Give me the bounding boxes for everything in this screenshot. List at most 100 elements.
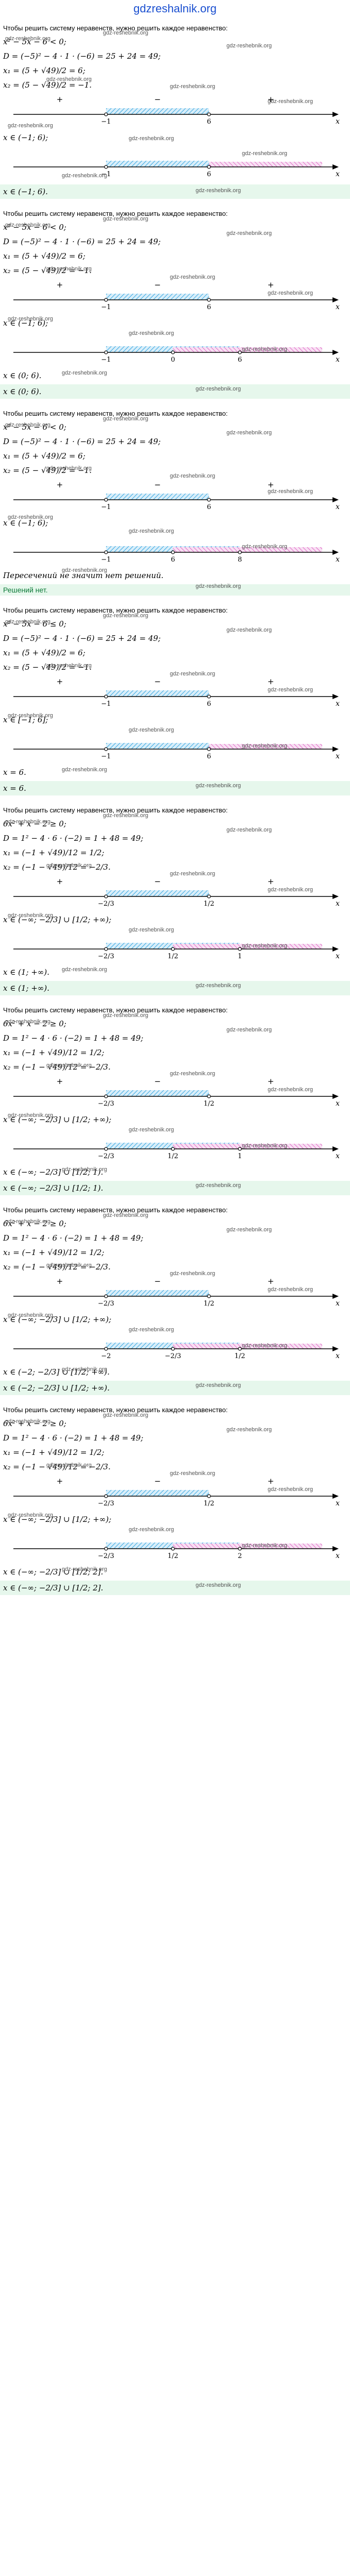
equation-line: x₂ = (−1 − √49)/12 = −2/3. <box>3 862 111 872</box>
answer-box: x ∈ (−∞; −2/3] ∪ [1/2; 2]. <box>0 1581 350 1595</box>
axis-arrow <box>332 1346 339 1351</box>
point-label: −1 <box>101 503 111 511</box>
instruction-text: Чтобы решить систему неравенств, нужно р… <box>3 806 228 814</box>
interval-sign: + <box>268 1077 274 1086</box>
point-label: 1/2 <box>204 1500 215 1507</box>
point-marker <box>207 694 211 699</box>
watermark: gdz-reshebnik.org <box>242 544 288 550</box>
interval-sign: + <box>268 1477 274 1486</box>
watermark: gdz-reshebnik.org <box>62 1166 108 1173</box>
equation-line: D = 1² − 4 · 6 · (−2) = 1 + 48 = 49; <box>3 1433 144 1443</box>
watermark: gdz-reshebnik.org <box>226 827 272 833</box>
interval-line: x ∈ (−1; 6); <box>3 518 48 528</box>
solution-region-hatch <box>106 108 209 114</box>
axis-arrow <box>332 297 339 302</box>
interval-line: x ∈ (−∞; −2/3] ∪ [1/2; +∞); <box>3 1115 112 1124</box>
point-label: 6 <box>171 556 175 564</box>
solutions-container: Чтобы решить систему неравенств, нужно р… <box>0 21 350 1602</box>
axis-arrow <box>332 1294 339 1299</box>
number-line: x −2/3 1/2 + − + <box>13 1477 340 1507</box>
region-hatch-pink <box>173 347 322 352</box>
point-marker <box>238 1547 242 1551</box>
interval-line: x ∈ [−1; 6]; <box>3 715 48 724</box>
result-line: Пересечений не значит нет решений. <box>3 571 164 580</box>
axis-label: x <box>336 355 340 364</box>
axis-label: x <box>336 170 340 178</box>
point-marker <box>104 298 108 302</box>
point-label: −2/3 <box>98 1100 114 1108</box>
watermark: gdz-reshebnik.org <box>226 1427 272 1433</box>
point-label: 1/2 <box>204 900 215 908</box>
point-marker <box>207 894 211 899</box>
watermark: gdz-reshebnik.org <box>46 76 92 82</box>
point-marker <box>104 350 108 354</box>
watermark: gdz-reshebnik.org <box>5 36 51 42</box>
watermark: gdz-reshebnik.org <box>62 370 108 376</box>
watermark: gdz-reshebnik.org <box>170 274 216 280</box>
equation-line: x² − 5x − 6 < 0; <box>3 422 66 432</box>
result-line: x ∈ (−2; −2/3] ∪ [1/2; +∞). <box>3 1367 110 1377</box>
watermark: gdz-reshebnik.org <box>5 1218 51 1225</box>
equation-line: x₂ = (−1 − √49)/12 = −2/3. <box>3 1262 111 1272</box>
watermark: gdz-reshebnik.org <box>46 663 92 669</box>
solution-region-hatch <box>106 690 209 697</box>
interval-sign: + <box>57 480 63 489</box>
interval-sign: + <box>268 480 274 489</box>
equation-line: x₁ = (5 + √49)/2 = 6; <box>3 66 85 75</box>
point-label: 0 <box>171 356 175 364</box>
point-label: 1 <box>238 1153 242 1160</box>
equation-line: 6x² + x − 2 ≥ 0; <box>3 819 66 828</box>
answer-box: x = 6. <box>0 781 350 795</box>
solution-section: Чтобы решить систему неравенств, нужно р… <box>0 406 350 603</box>
number-line: x −2/3 1/2 + − + <box>13 1277 340 1308</box>
axis-arrow <box>332 550 339 555</box>
interval-sign: − <box>154 877 161 886</box>
number-line: x −1 6 + − + <box>13 677 340 708</box>
point-label: 6 <box>207 503 211 511</box>
interval-sign: + <box>268 877 274 886</box>
result-line: x ∈ (−∞; −2/3] ∪ [1/2; 1). <box>3 1167 103 1177</box>
watermark: gdz-reshebnik.org <box>242 346 288 352</box>
watermark: gdz-reshebnik.org <box>5 422 51 428</box>
watermark: gdz-reshebnik.org <box>129 1327 174 1333</box>
region-hatch-blue <box>106 161 209 167</box>
interval-sign: + <box>57 1077 63 1086</box>
watermark: gdz-reshebnik.org <box>5 222 51 228</box>
answer-box: x ∈ (−2; −2/3] ∪ [1/2; +∞). <box>0 1381 350 1395</box>
interval-line: x ∈ (−∞; −2/3] ∪ [1/2; +∞); <box>3 1515 112 1524</box>
equation-line: x₁ = (−1 + √49)/12 = 1/2; <box>3 1448 104 1457</box>
axis-arrow <box>332 1546 339 1551</box>
watermark: gdz-reshebnik.org <box>196 982 241 989</box>
point-label: −1 <box>101 556 111 564</box>
watermark: gdz-reshebnik.org <box>8 1312 54 1318</box>
point-marker <box>104 550 108 554</box>
point-label: 6 <box>207 171 211 178</box>
site-title[interactable]: gdzreshalnik.org <box>133 2 217 15</box>
axis-arrow <box>332 1146 339 1151</box>
watermark: gdz-reshebnik.org <box>62 1366 108 1372</box>
answer-box: x ∈ (0; 6). <box>0 384 350 399</box>
axis-label: x <box>336 1152 340 1160</box>
point-marker <box>104 1294 108 1298</box>
point-marker <box>104 894 108 899</box>
instruction-text: Чтобы решить систему неравенств, нужно р… <box>3 1406 228 1414</box>
result-line: x ∈ (1; +∞). <box>3 968 49 977</box>
watermark: gdz-reshebnik.org <box>268 1486 313 1493</box>
axis-label: x <box>336 1299 340 1308</box>
equation-line: 6x² + x − 2 ≥ 0; <box>3 1219 66 1228</box>
interval-sign: + <box>268 280 274 290</box>
point-label: 2 <box>238 1552 242 1560</box>
point-marker <box>238 350 242 354</box>
watermark: gdz-reshebnik.org <box>268 1087 313 1093</box>
axis-arrow <box>332 350 339 355</box>
point-label: −2/3 <box>98 953 114 960</box>
point-marker <box>171 1547 175 1551</box>
point-label: 1/2 <box>168 1552 179 1560</box>
equation-line: x₂ = (5 − √49)/2 = −1. <box>3 466 92 475</box>
axis-arrow <box>332 894 339 899</box>
watermark: gdz-reshebnik.org <box>170 83 216 90</box>
watermark: gdz-reshebnik.org <box>129 135 174 142</box>
answer-box: x ∈ (−1; 6). <box>0 184 350 199</box>
point-label: −1 <box>101 700 111 708</box>
axis-label: x <box>336 952 340 960</box>
